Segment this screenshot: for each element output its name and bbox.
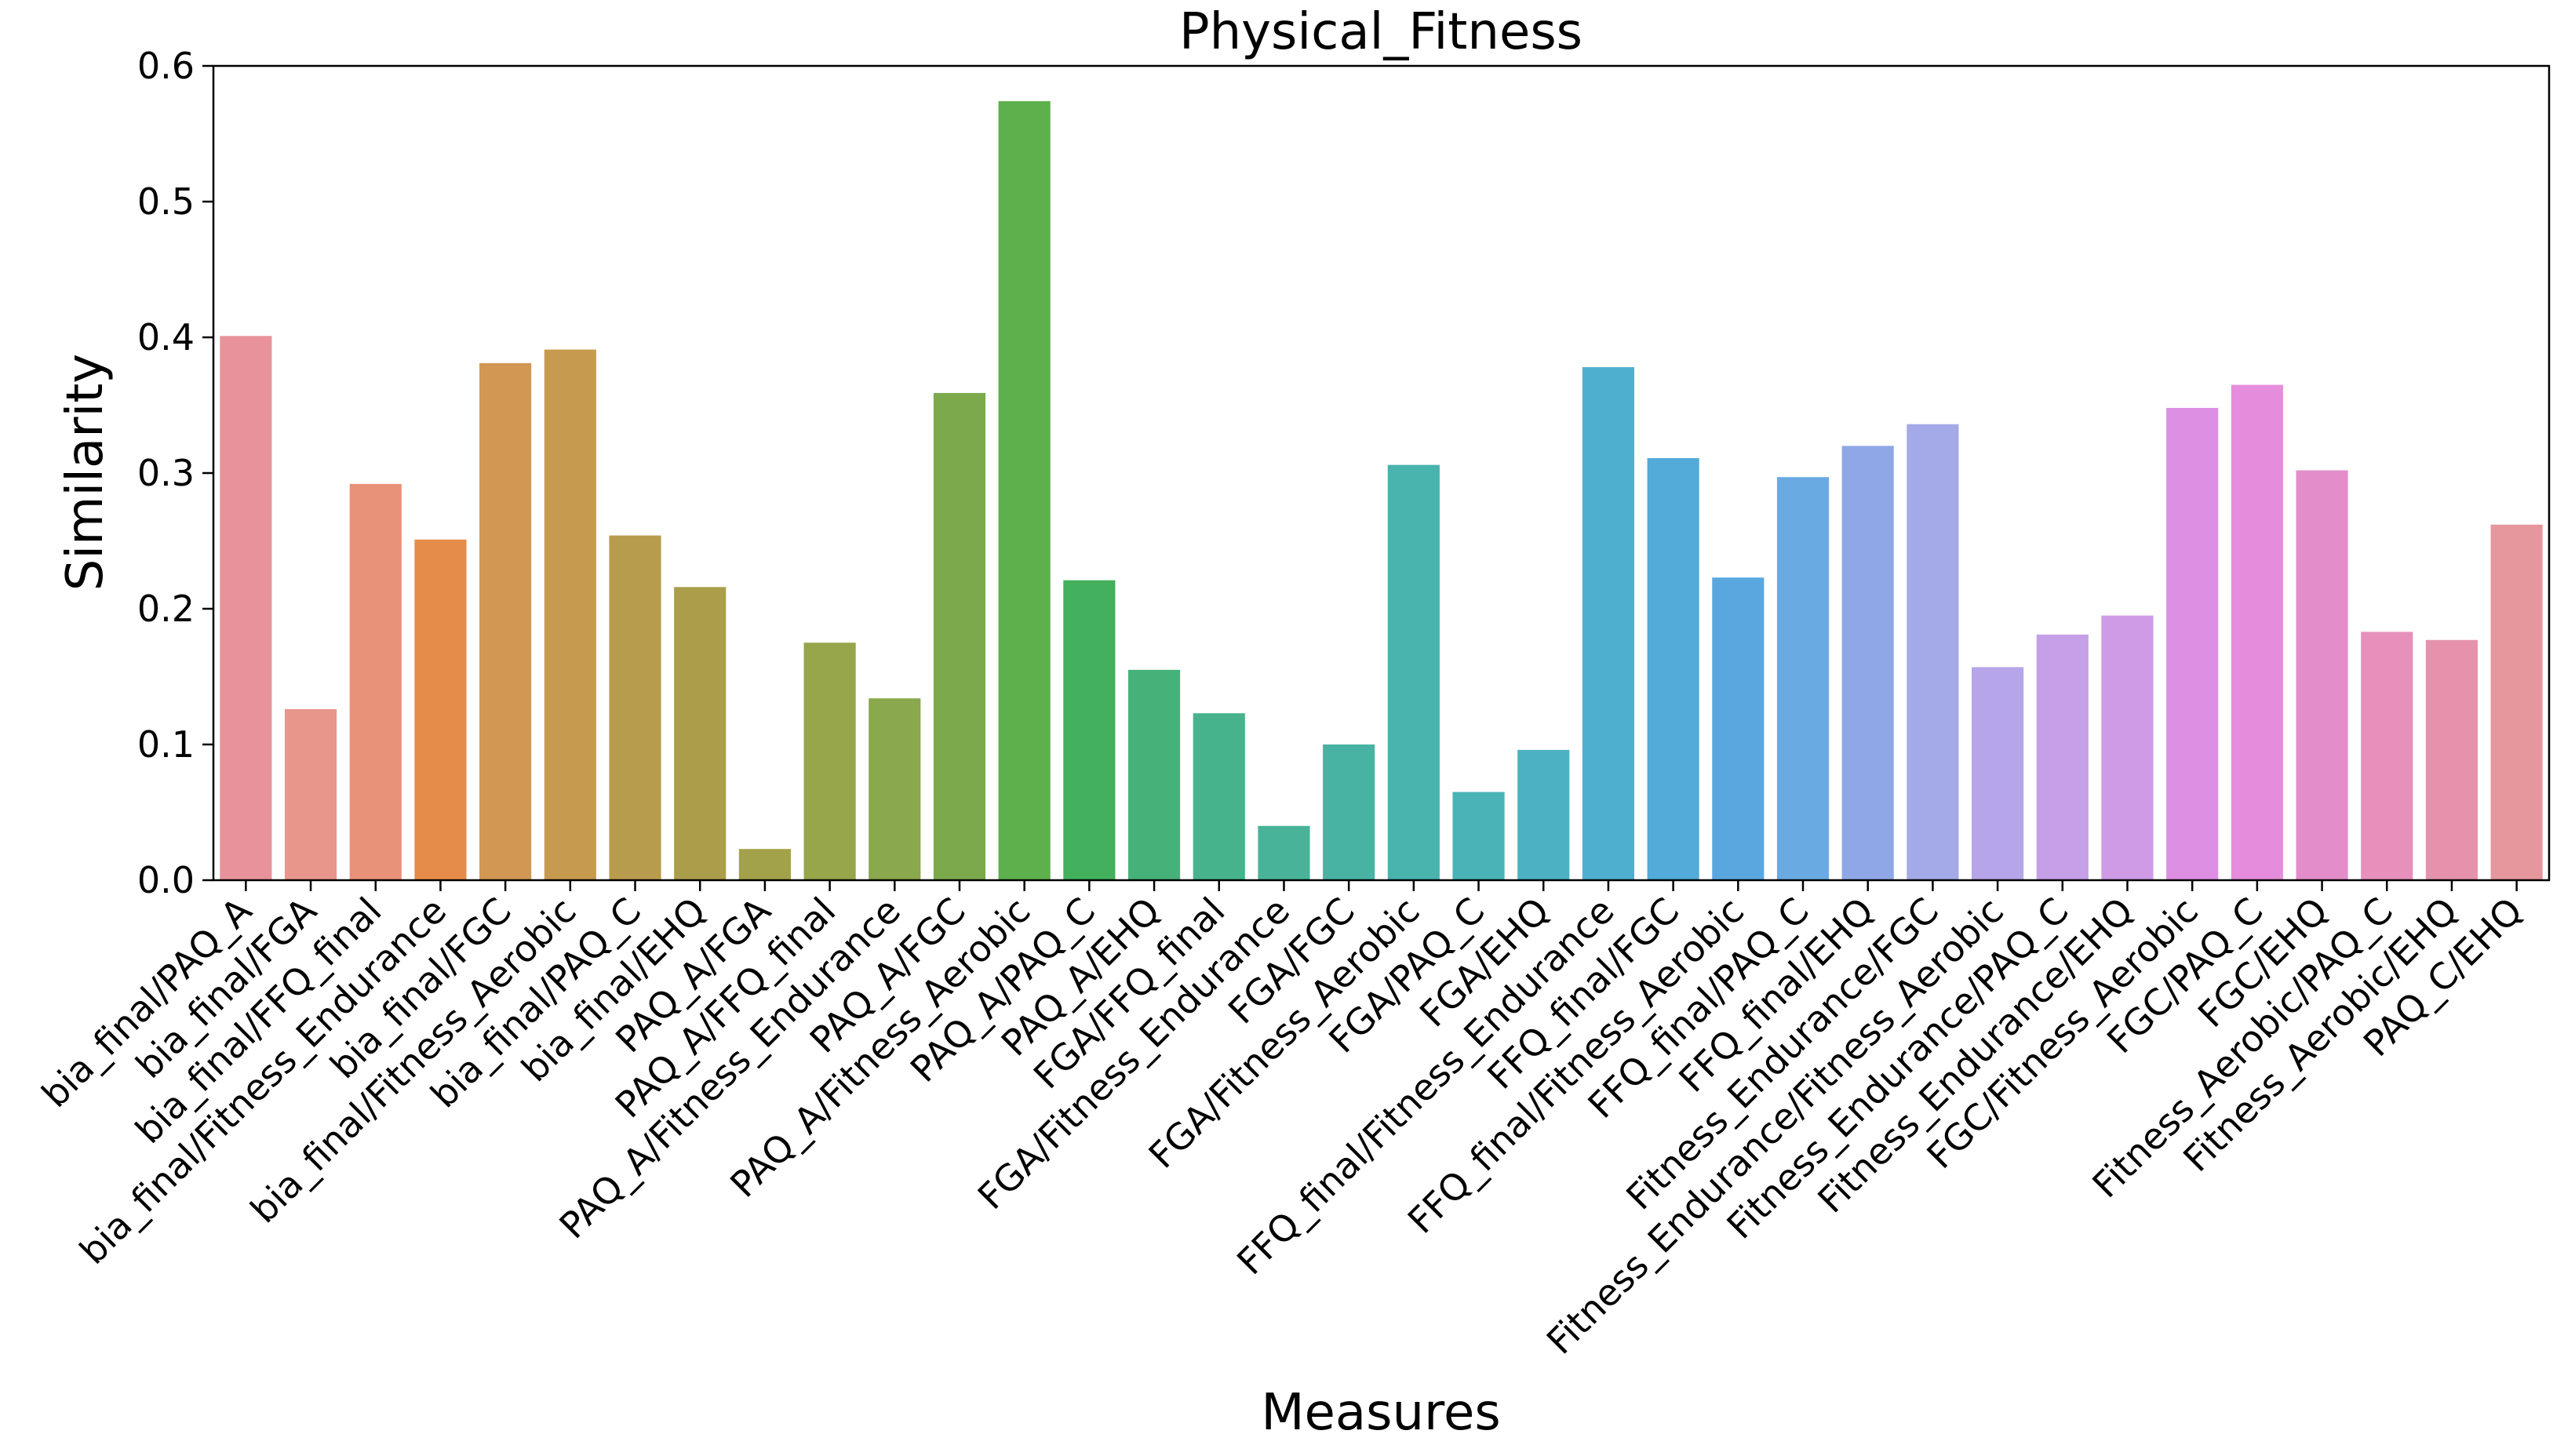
bars-group [220,100,2543,881]
bar-8 [674,587,727,880]
bar-6 [544,349,596,880]
bar-15 [1127,669,1181,880]
y-tick-label: 0.1 [137,723,195,766]
bar-27 [1907,424,1959,880]
y-tick-label: 0.4 [137,316,195,359]
y-tick-label: 0.3 [137,452,195,494]
bar-1 [220,336,272,880]
y-axis: 0.0 0.1 0.2 0.3 0.4 0.5 0.6 [137,45,213,901]
bar-20 [1452,792,1505,880]
bar-33 [2296,470,2348,880]
y-tick-label: 0.6 [137,45,195,87]
y-tick-label: 0.0 [137,859,195,901]
bar-2 [284,709,337,880]
bar-35 [2425,639,2478,880]
bar-10 [803,642,856,880]
bar-24 [1712,577,1765,880]
bar-5 [479,362,532,880]
bar-3 [349,483,402,880]
y-tick-label: 0.2 [137,588,195,630]
bar-23 [1647,457,1699,880]
bar-30 [2101,615,2154,880]
bar-34 [2361,632,2413,880]
bar-9 [738,849,791,880]
bar-25 [1776,477,1830,880]
bar-13 [998,100,1051,881]
x-axis: bia_final/PAQ_Abia_final/FGAbia_final/FF… [34,880,2530,1363]
bar-7 [609,535,661,880]
chart-title: Physical_Fitness [1179,3,1582,61]
bar-17 [1258,825,1310,880]
bar-36 [2490,524,2543,880]
bar-12 [933,392,986,880]
plot-frame [212,64,2551,882]
bar-21 [1517,749,1570,880]
bar-29 [2036,634,2089,880]
bar-31 [2166,407,2219,880]
bar-14 [1063,580,1116,880]
bar-19 [1387,464,1440,880]
bar-28 [1972,667,2024,880]
bar-22 [1582,367,1635,880]
bar-32 [2231,384,2283,880]
x-axis-label: Measures [1261,1384,1500,1442]
bar-11 [869,698,921,880]
bar-16 [1193,713,1245,880]
bar-4 [414,539,467,880]
y-tick-label: 0.5 [137,180,195,223]
bar-26 [1841,446,1894,880]
y-axis-label: Similarity [56,354,115,592]
bar-18 [1323,744,1375,880]
